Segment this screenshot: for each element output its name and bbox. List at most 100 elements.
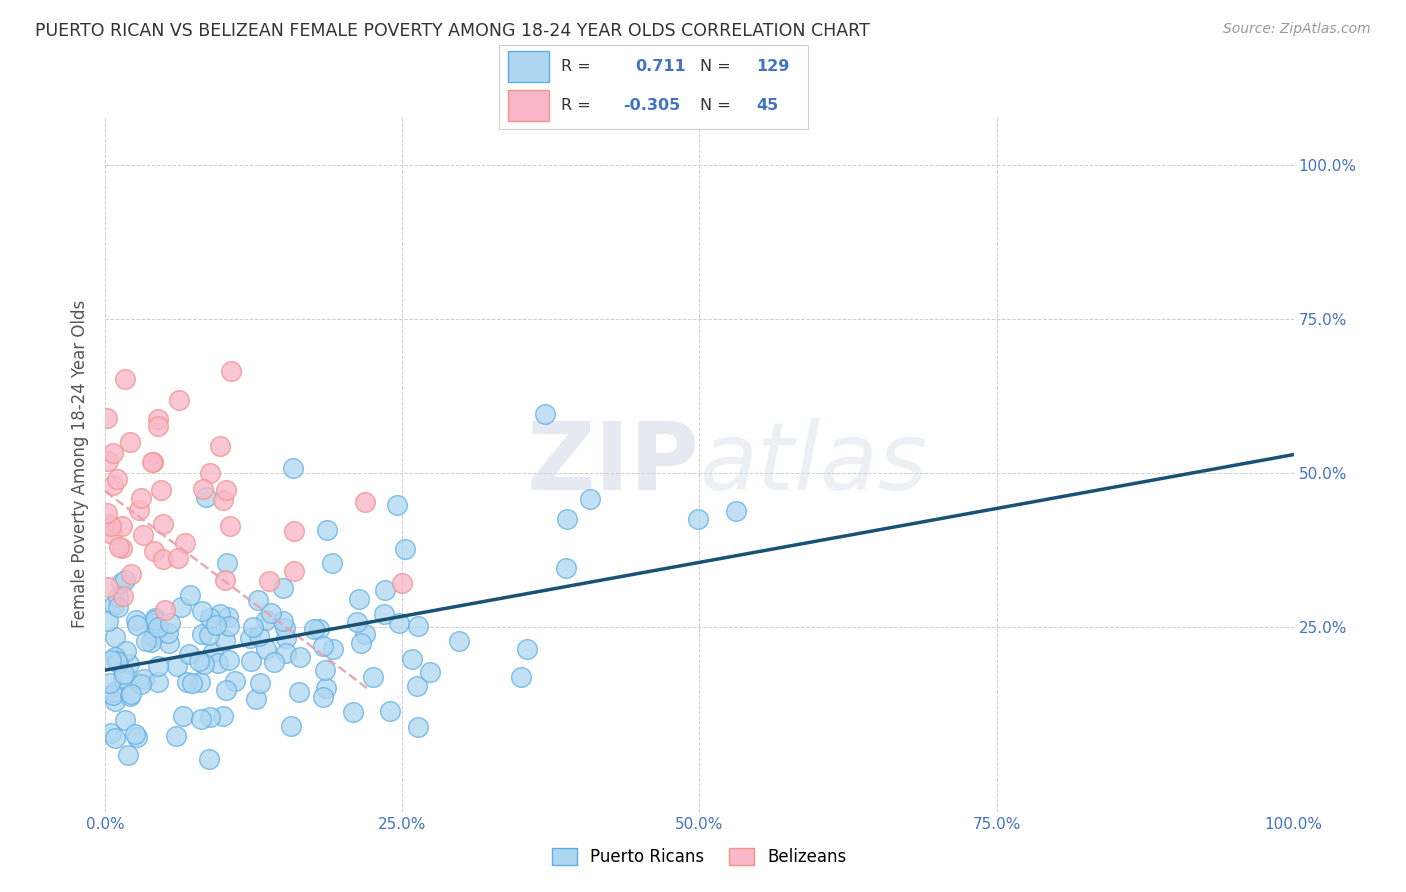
Point (219, 363, 242, 377)
Y-axis label: Female Poverty Among 18-24 Year Olds: Female Poverty Among 18-24 Year Olds (72, 300, 90, 628)
Point (97, 516, 120, 531)
Point (143, 543, 166, 558)
Point (198, 752, 221, 766)
Point (188, 653, 211, 667)
Point (256, 642, 278, 657)
Point (193, 657, 215, 672)
Point (100, 653, 122, 667)
Point (96, 411, 118, 425)
Point (100, 518, 122, 533)
Point (209, 439, 232, 453)
Point (214, 633, 236, 648)
Point (103, 598, 125, 612)
Text: Source: ZipAtlas.com: Source: ZipAtlas.com (1223, 22, 1371, 37)
Point (406, 720, 429, 734)
Point (148, 412, 170, 426)
Point (263, 655, 285, 669)
Point (361, 670, 384, 684)
Point (509, 670, 531, 684)
Point (131, 491, 153, 505)
Text: 129: 129 (756, 59, 789, 74)
Point (96, 506, 118, 520)
Point (254, 614, 277, 628)
Point (215, 483, 238, 497)
Point (112, 589, 135, 603)
Point (274, 631, 297, 645)
Point (107, 591, 129, 605)
Point (139, 634, 162, 648)
Point (347, 592, 370, 607)
Bar (509, 90, 548, 120)
Point (100, 725, 122, 739)
Point (132, 673, 155, 687)
Point (212, 493, 235, 508)
Point (200, 610, 222, 624)
Point (283, 565, 305, 579)
Point (170, 600, 193, 615)
Point (354, 494, 377, 508)
Point (247, 629, 270, 643)
Point (406, 679, 429, 693)
Point (193, 482, 215, 496)
Point (101, 478, 124, 492)
Point (135, 634, 157, 648)
Point (387, 498, 409, 512)
Point (554, 561, 576, 575)
Point (191, 604, 214, 618)
Point (141, 455, 163, 469)
Point (120, 690, 142, 704)
Point (215, 682, 238, 697)
Point (107, 540, 129, 554)
Point (166, 659, 188, 673)
Text: N =: N = (700, 59, 731, 74)
Point (107, 656, 129, 670)
Point (120, 566, 142, 581)
Text: 45: 45 (756, 98, 778, 113)
Point (419, 665, 441, 680)
Point (148, 418, 170, 433)
Point (391, 576, 413, 591)
Point (157, 636, 180, 650)
Point (218, 619, 240, 633)
Point (374, 583, 396, 598)
Point (98, 676, 121, 690)
Point (97, 614, 120, 628)
Point (104, 650, 127, 665)
Point (346, 615, 368, 629)
Point (207, 657, 229, 671)
Point (146, 659, 169, 673)
Text: ZIP: ZIP (527, 417, 700, 510)
Point (290, 650, 312, 665)
Point (316, 523, 339, 537)
Point (112, 667, 135, 681)
Point (725, 504, 748, 518)
Point (378, 705, 401, 719)
Point (107, 600, 129, 615)
Point (274, 621, 297, 635)
Point (179, 647, 201, 661)
Point (112, 671, 135, 685)
Text: R =: R = (561, 59, 591, 74)
Point (217, 610, 239, 624)
Point (555, 512, 578, 526)
Bar (509, 52, 548, 82)
Point (202, 645, 225, 659)
Point (214, 574, 236, 588)
Point (387, 615, 409, 630)
Point (104, 630, 127, 644)
Point (111, 519, 134, 533)
Point (114, 371, 136, 385)
Point (105, 654, 128, 668)
Point (167, 392, 190, 407)
Point (246, 592, 269, 607)
Point (354, 627, 377, 641)
Text: N =: N = (700, 98, 731, 113)
Point (132, 527, 155, 541)
Point (579, 491, 602, 506)
Point (218, 652, 240, 666)
Point (101, 688, 124, 702)
Point (129, 677, 152, 691)
Point (125, 613, 148, 627)
Point (215, 556, 238, 570)
Point (152, 516, 174, 531)
